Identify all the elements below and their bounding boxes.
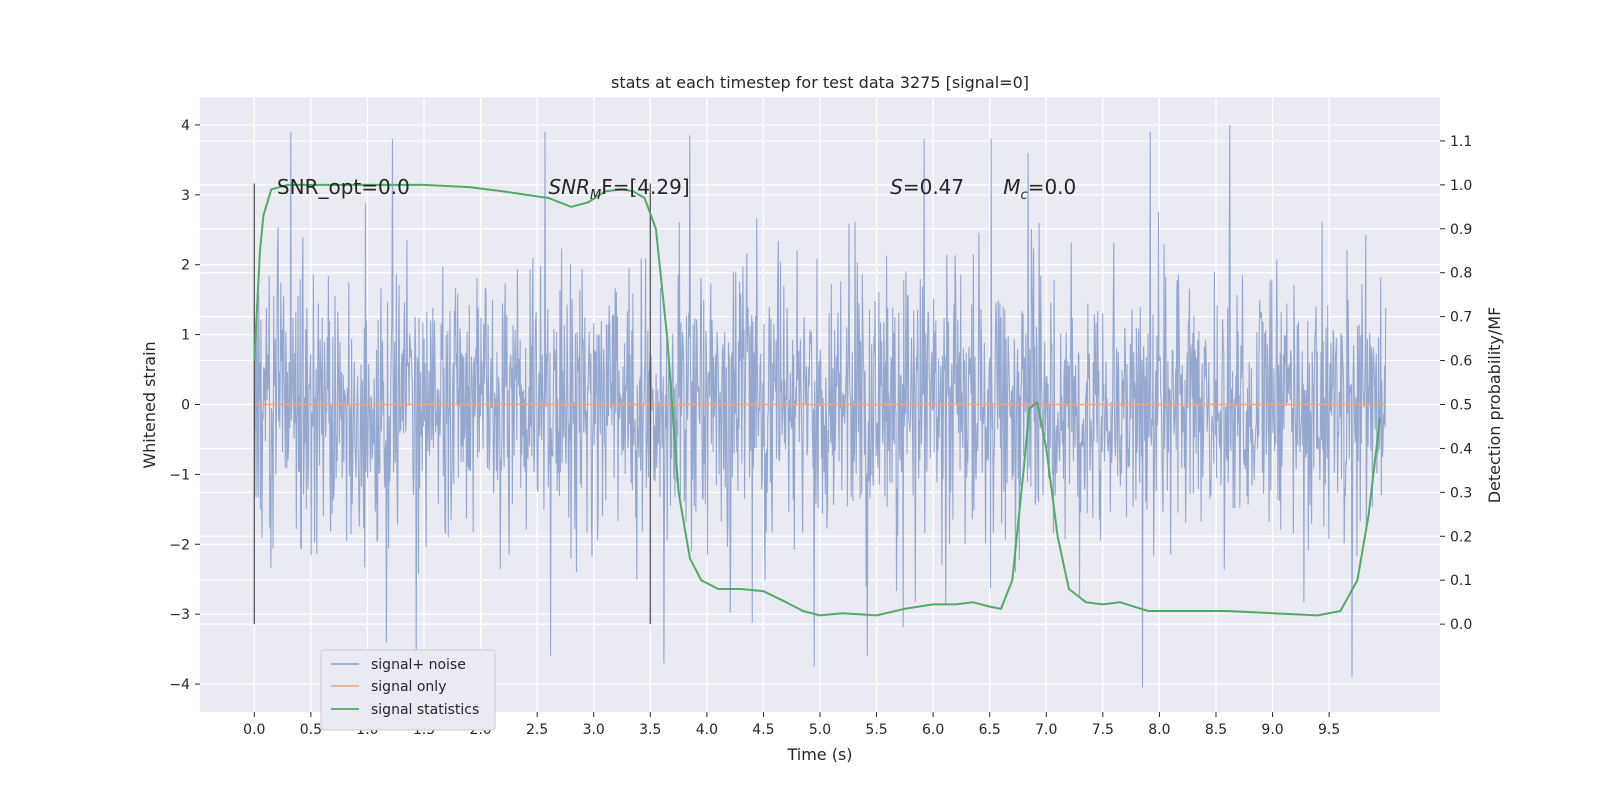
- y-tick-label: 0: [181, 398, 190, 414]
- annotation-snr-opt: SNR_opt=0.0: [277, 175, 410, 199]
- x-tick-label: 4.0: [696, 722, 718, 738]
- x-axis-title: Time (s): [786, 745, 852, 764]
- y2-tick-label: 0.4: [1450, 441, 1472, 457]
- y2-tick-label: 0.1: [1450, 573, 1472, 589]
- y-tick-label: 4: [181, 118, 190, 134]
- y2-tick-label: 0.9: [1450, 222, 1472, 238]
- y2-tick-label: 1.0: [1450, 178, 1472, 194]
- vertical-markers: [253, 183, 651, 625]
- y-tick-label: 3: [181, 188, 190, 204]
- y2-tick-label: 0.8: [1450, 266, 1472, 282]
- noise-series: [253, 124, 1387, 688]
- x-tick-label: 2.5: [526, 722, 548, 738]
- noise-line: [253, 124, 1387, 688]
- x-tick-label: 6.5: [979, 722, 1001, 738]
- y-tick-label: 2: [181, 258, 190, 274]
- y-tick-label: −3: [169, 607, 190, 623]
- stats-line: [253, 183, 1381, 617]
- y2-tick-label: 0.7: [1450, 310, 1472, 326]
- y2-tick-label: 0.0: [1450, 617, 1472, 633]
- annotation-snr-mf: SNRMF=[4.29]: [548, 175, 689, 203]
- legend-box: [320, 649, 496, 731]
- x-tick-label: 9.0: [1261, 722, 1283, 738]
- x-tick-label: 0.5: [300, 722, 322, 738]
- x-tick-label: 5.5: [865, 722, 887, 738]
- x-tick-label: 8.5: [1205, 722, 1227, 738]
- y2-tick-label: 0.6: [1450, 354, 1472, 370]
- x-tick-label: 7.0: [1035, 722, 1057, 738]
- legend-signal-label: signal only: [371, 679, 446, 695]
- stats-series: [253, 183, 1381, 617]
- y-axis-title: Whitened strain: [140, 341, 159, 468]
- legend-stats-label: signal statistics: [371, 702, 479, 718]
- y2-tick-label: 0.5: [1450, 398, 1472, 414]
- x-tick-label: 0.0: [243, 722, 265, 738]
- x-tick-label: 8.0: [1148, 722, 1170, 738]
- axes: 0.00.51.01.52.02.53.03.54.04.55.05.56.06…: [169, 118, 1472, 738]
- x-tick-label: 4.5: [752, 722, 774, 738]
- x-tick-label: 3.0: [583, 722, 605, 738]
- annotation-s-stat: S=0.47: [890, 175, 964, 199]
- x-tick-label: 5.0: [809, 722, 831, 738]
- y-tick-label: −4: [169, 677, 190, 693]
- x-tick-label: 7.5: [1092, 722, 1114, 738]
- y2-tick-label: 0.2: [1450, 529, 1472, 545]
- annotation-mc: Mc=0.0: [1003, 175, 1076, 203]
- y2-axis-title: Detection probability/MF: [1485, 307, 1504, 504]
- y2-tick-label: 0.3: [1450, 485, 1472, 501]
- legend: signal+ noise signal only signal statist…: [320, 649, 496, 731]
- y-tick-label: 1: [181, 328, 190, 344]
- y-tick-label: −1: [169, 467, 190, 483]
- x-tick-label: 3.5: [639, 722, 661, 738]
- x-tick-label: 6.0: [922, 722, 944, 738]
- y2-tick-label: 1.1: [1450, 134, 1472, 150]
- chart-title: stats at each timestep for test data 327…: [611, 73, 1029, 92]
- legend-noise-label: signal+ noise: [371, 657, 466, 673]
- x-tick-label: 9.5: [1318, 722, 1340, 738]
- y-tick-label: −2: [169, 537, 190, 553]
- annotations: SNR_opt=0.0 SNRMF=[4.29] S=0.47 Mc=0.0: [277, 175, 1076, 203]
